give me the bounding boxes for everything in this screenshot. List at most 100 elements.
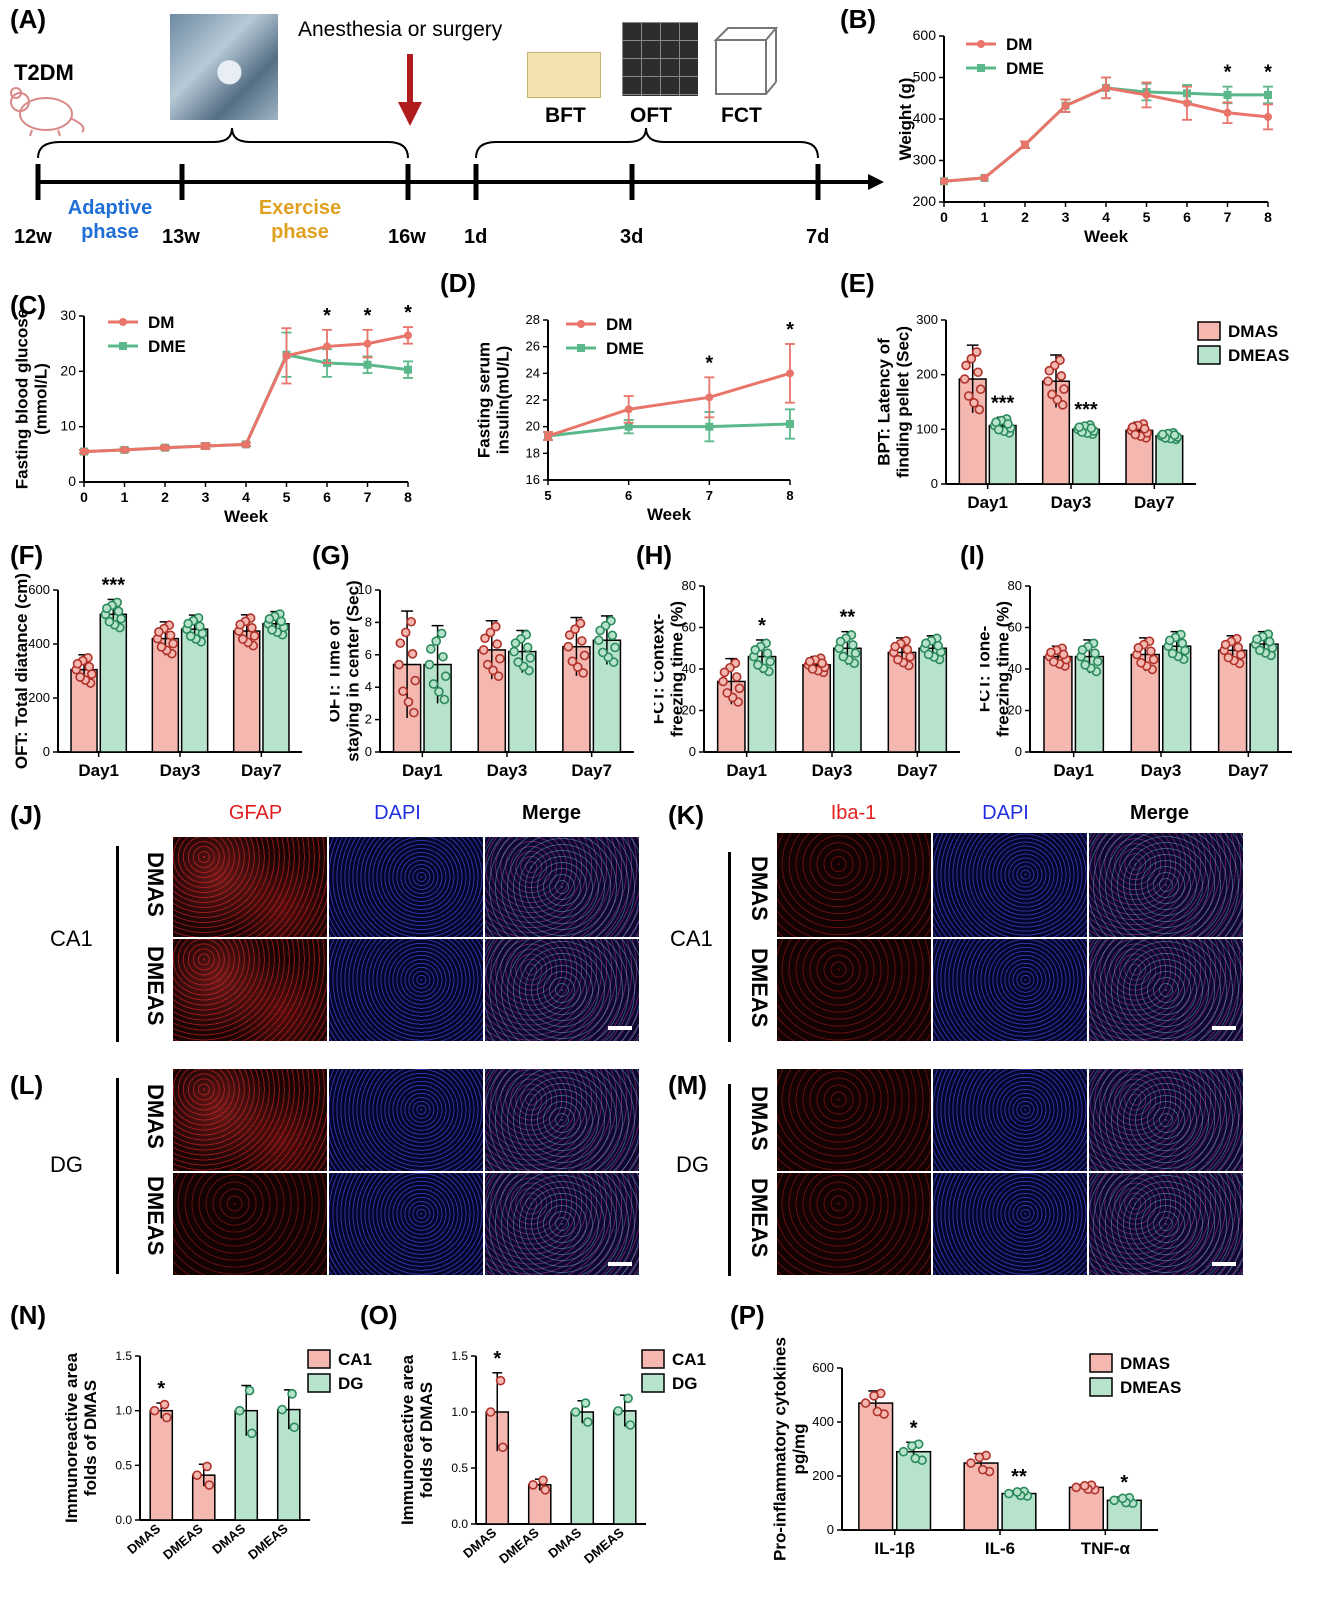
scatter-point	[898, 1446, 909, 1457]
scatter-point	[1264, 636, 1275, 647]
scatter-point	[921, 638, 931, 649]
scatter-point	[893, 654, 903, 665]
x-tick-label: 5	[544, 488, 551, 503]
y-tick-label: 40	[1008, 661, 1022, 676]
y-tick-label: 0	[365, 744, 372, 759]
data-point	[1102, 83, 1110, 92]
bar-dmeas	[896, 1450, 932, 1531]
scatter-point	[1056, 371, 1067, 381]
micro-m-iba1-dmeas	[776, 1172, 932, 1276]
scatter-point	[525, 653, 536, 663]
scatter-point	[276, 616, 286, 627]
y-tick-label: 1.0	[115, 1404, 132, 1418]
scatter-point	[762, 648, 773, 659]
scatter-point	[933, 640, 943, 651]
x-tick-label: Day1	[78, 761, 119, 780]
exercise-phase-line2: phase	[271, 221, 329, 243]
legend-marker	[977, 64, 985, 72]
data-point	[1183, 99, 1191, 108]
timeline-tick-1d: 1d	[464, 226, 488, 248]
significance-star: **	[1011, 1466, 1027, 1488]
legend-marker	[577, 320, 585, 328]
x-tick-label: 0	[940, 209, 948, 225]
x-tick-label: 8	[786, 488, 793, 503]
scatter-point	[410, 675, 421, 686]
scatter-point	[485, 627, 496, 638]
data-point	[404, 331, 412, 340]
region-label-dg-m: DG	[676, 1152, 709, 1177]
scatter-point	[237, 634, 248, 644]
scatter-point	[75, 672, 85, 682]
data-point	[624, 422, 633, 431]
scatter-point	[734, 683, 745, 694]
scatter-point	[1139, 423, 1150, 434]
data-point	[80, 447, 88, 456]
significance-star: *	[364, 305, 372, 327]
scatter-point	[168, 638, 178, 649]
scatter-point	[1169, 430, 1180, 440]
y-tick-label: 6	[365, 647, 372, 662]
y-axis-label-line: pg/mg	[790, 1424, 809, 1475]
scatter-point	[750, 645, 760, 655]
x-tick-label: 2	[161, 489, 169, 505]
legend-marker	[119, 342, 127, 350]
region-bracket-l	[116, 1078, 119, 1274]
x-tick-label: Day3	[1051, 493, 1092, 512]
scatter-point	[478, 645, 489, 655]
y-tick-label: 16	[526, 472, 540, 487]
micro-l-dapi-dmas	[328, 1068, 484, 1172]
micro-k-dapi-dmeas	[932, 938, 1088, 1042]
scatter-point	[1077, 645, 1088, 655]
legend-swatch	[1089, 1353, 1113, 1373]
scatter-point	[1164, 635, 1175, 646]
timeline-tick-13w: 13w	[162, 226, 200, 248]
scatter-point	[722, 688, 733, 698]
micro-j-dapi-dmeas	[328, 938, 484, 1042]
y-tick-label: 0.5	[451, 1461, 468, 1475]
micro-m-merge-dmas	[1088, 1068, 1244, 1172]
panel-label-l: (L)	[10, 1070, 44, 1100]
y-tick-label: 80	[682, 578, 696, 593]
data-point	[1264, 90, 1272, 99]
micro-j-gfap-dmeas	[172, 938, 328, 1042]
scatter-point	[966, 353, 977, 364]
panel-label-h: (H)	[636, 540, 673, 570]
scatter-point	[567, 656, 578, 667]
y-axis-label-line: Pro-inflammatory cytokines	[771, 1337, 790, 1561]
panel-label-f: (F)	[10, 540, 44, 570]
y-tick-label: 1.0	[451, 1405, 468, 1419]
scatter-point	[244, 1385, 255, 1396]
x-tick-label: Day3	[487, 761, 528, 780]
region-bracket-m	[728, 1084, 731, 1276]
significance-star: ***	[102, 574, 126, 596]
y-tick-label: 20	[60, 362, 76, 378]
x-tick-label: 0	[80, 489, 88, 505]
data-point	[980, 173, 989, 182]
scatter-point	[480, 633, 490, 644]
significance-star: *	[1264, 62, 1272, 84]
timeline-tick-12w: 12w	[14, 226, 52, 248]
scatter-point	[817, 658, 827, 668]
scatter-point	[424, 659, 435, 670]
panel-label-g: (G)	[312, 540, 350, 570]
scatter-point	[249, 631, 260, 641]
x-tick-label: Day3	[1141, 761, 1182, 780]
scatter-point	[426, 644, 436, 654]
scale-bar-k	[1212, 1026, 1236, 1030]
y-tick-label: 400	[812, 1414, 834, 1429]
scatter-point	[582, 1417, 593, 1427]
scatter-point	[1092, 656, 1103, 667]
scatter-point	[102, 603, 112, 614]
data-point	[705, 422, 714, 431]
legend-label: DMEAS	[1120, 1378, 1181, 1397]
legend-label: DMAS	[1120, 1354, 1170, 1373]
scatter-point	[973, 367, 983, 378]
micro-k-dapi-dmas	[932, 832, 1088, 938]
x-tick-label: DMAS	[209, 1521, 248, 1557]
y-axis-label: OFT: Time of staying in center (Sec)	[330, 580, 363, 761]
scatter-point	[1004, 1488, 1014, 1499]
scatter-point	[488, 665, 498, 676]
legend-label: CA1	[672, 1350, 706, 1369]
scatter-point	[492, 639, 502, 649]
chart-glucose: 0 10 20 30 Fasting blood glucose (mmol/L) 0 1 2 3…	[13, 302, 413, 526]
